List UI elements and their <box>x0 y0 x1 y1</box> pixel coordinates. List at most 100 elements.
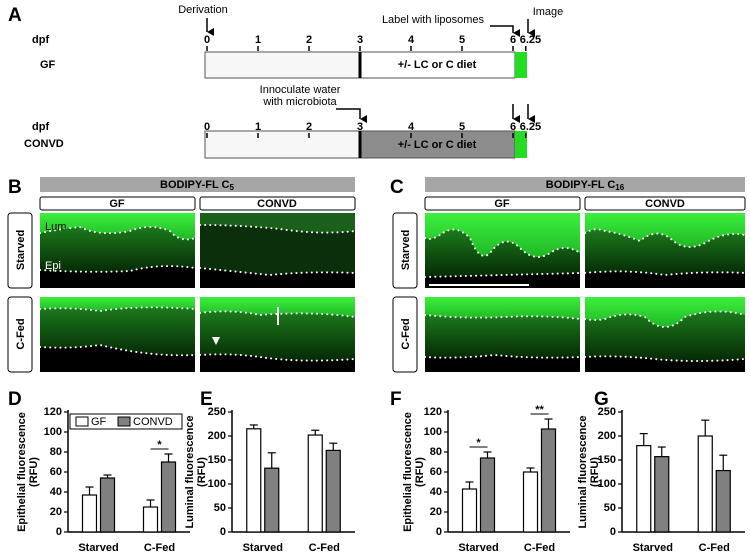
y-tick-label: 100 <box>44 426 62 438</box>
day-label: 6 <box>510 121 516 133</box>
day-label: 6 <box>510 34 516 46</box>
step-label: Label with liposomes <box>382 14 485 26</box>
panel-letter: B <box>8 177 22 198</box>
bar <box>715 469 731 533</box>
day-label: 0 <box>204 34 210 46</box>
timeline-convd: dpf CONVD +/- LC or C diet <box>24 121 527 159</box>
micrograph <box>199 213 356 288</box>
y-tick-label: 100 <box>208 478 226 490</box>
x-tick-label: C-Fed <box>144 542 175 554</box>
y-tick-label: 40 <box>430 486 442 498</box>
y-tick-label: 80 <box>50 446 62 458</box>
y-tick-label: 0 <box>610 526 616 538</box>
column-label: CONVD <box>257 198 297 210</box>
y-tick-label: 50 <box>604 502 616 514</box>
bar <box>81 494 98 533</box>
step-label: Innoculate water <box>260 84 341 96</box>
micrograph: Lum Epi <box>39 213 196 288</box>
micrograph <box>584 213 746 288</box>
bar <box>697 435 713 533</box>
x-tick-label: Starved <box>78 542 118 554</box>
y-tick-label: 0 <box>56 526 62 538</box>
y-axis-label: (RFU) <box>589 457 601 487</box>
significance-label: * <box>476 437 481 449</box>
image-window <box>515 131 527 158</box>
panel-letter: F <box>390 389 402 410</box>
y-axis-label: Epithelial fluorescence <box>16 412 28 532</box>
y-tick-label: 50 <box>214 502 226 514</box>
image-label: Epi <box>45 260 61 272</box>
row-label: Starved <box>400 230 412 270</box>
step-label: with microbiota <box>262 96 337 108</box>
bar <box>246 428 262 533</box>
x-tick-label: C-Fed <box>699 542 730 554</box>
bar <box>636 445 652 533</box>
row-box <box>392 212 418 289</box>
legend-swatch <box>117 416 131 427</box>
bar <box>479 457 496 533</box>
image-label: Lum <box>45 221 66 233</box>
significance-label: ** <box>535 404 544 416</box>
bar <box>654 456 670 533</box>
legend-label: CONVD <box>133 416 173 428</box>
day-label: 3 <box>357 121 363 133</box>
title-sub: 5 <box>230 183 235 192</box>
column-box <box>584 196 746 211</box>
y-axis-label: (RFU) <box>28 457 40 487</box>
column-label: GF <box>109 198 125 210</box>
micrograph <box>39 297 196 372</box>
y-tick-label: 250 <box>598 406 616 418</box>
timeline-bar <box>204 130 361 159</box>
y-tick-label: 20 <box>50 506 62 518</box>
title-text: BODIPY-FL C <box>546 179 616 191</box>
x-tick-label: Starved <box>633 542 673 554</box>
y-tick-label: 100 <box>424 426 442 438</box>
y-tick-label: 60 <box>50 466 62 478</box>
y-tick-label: 80 <box>430 446 442 458</box>
micrograph <box>424 297 581 372</box>
y-axis-label: (RFU) <box>414 457 426 487</box>
panel-letter: E <box>200 389 213 410</box>
header-bar <box>40 177 355 192</box>
step-label: Image <box>533 6 564 18</box>
y-tick-label: 0 <box>436 526 442 538</box>
pointer <box>212 337 220 345</box>
micrograph <box>424 213 581 288</box>
header-bar <box>425 177 745 192</box>
y-tick-label: 250 <box>208 406 226 418</box>
y-tick-label: 40 <box>50 486 62 498</box>
y-axis-label: Epithelial fluorescence <box>402 412 414 532</box>
x-tick-label: C-Fed <box>524 542 555 554</box>
panel-title: BODIPY-FL C5 <box>160 179 234 192</box>
arrow <box>490 25 520 37</box>
y-tick-label: 120 <box>44 406 62 418</box>
significance-label: * <box>157 439 162 451</box>
panel-letter: C <box>390 177 404 198</box>
bar <box>325 449 341 533</box>
y-tick-label: 200 <box>598 430 616 442</box>
micrograph <box>199 297 356 372</box>
y-tick-label: 120 <box>424 406 442 418</box>
bar <box>142 506 159 533</box>
timeline-bar <box>204 51 361 79</box>
step-label: Derivation <box>178 4 228 16</box>
day-label: 5 <box>459 121 465 133</box>
treatment: +/- LC or C diet <box>398 59 477 71</box>
arrow <box>336 108 367 123</box>
bar <box>160 461 177 533</box>
row-box <box>392 296 418 373</box>
bar <box>522 471 539 533</box>
day-label: 3 <box>357 34 363 46</box>
day-label: 6.25 <box>520 121 541 133</box>
bar <box>307 434 323 533</box>
day-label: 6.25 <box>520 34 541 46</box>
micrograph <box>584 297 746 372</box>
column-box <box>39 196 196 211</box>
bar <box>540 428 557 533</box>
day-label: 4 <box>408 34 415 46</box>
y-tick-label: 100 <box>598 478 616 490</box>
day-label: 1 <box>255 34 261 46</box>
title-sub: 16 <box>615 183 624 192</box>
title-text: BODIPY-FL C <box>160 179 230 191</box>
